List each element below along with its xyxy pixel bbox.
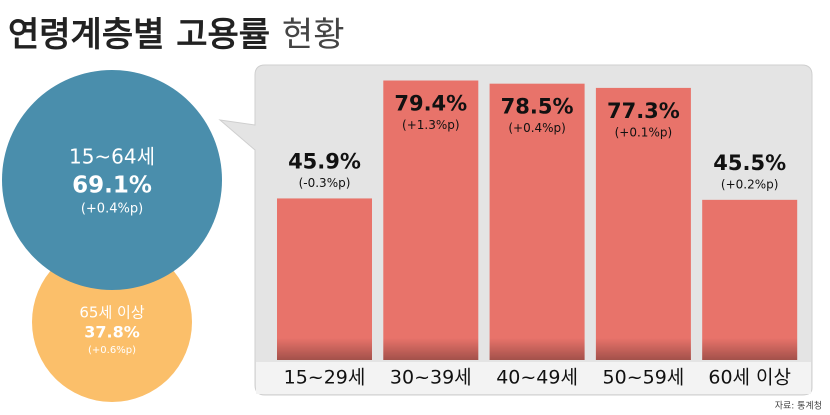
- category-label: 30~39세: [390, 367, 472, 389]
- change-label: (+0.2%p): [721, 177, 779, 191]
- category-label: 50~59세: [603, 367, 685, 389]
- bar-shadow: [595, 338, 691, 360]
- bar: [489, 83, 585, 361]
- value-label: 77.3%: [607, 99, 680, 123]
- category-label: 15~29세: [284, 367, 366, 389]
- bar-shadow: [277, 338, 372, 360]
- rate-label: 37.8%: [84, 323, 140, 342]
- group-label: 65세 이상: [79, 304, 144, 322]
- change-label: (+0.6%p): [88, 345, 136, 356]
- bar-shadow: [383, 338, 479, 360]
- change-label: (+0.4%p): [508, 121, 566, 135]
- bar-shadow: [702, 338, 798, 360]
- title: 연령계층별 고용률 현황: [8, 15, 344, 55]
- bar: [277, 198, 372, 360]
- change-label: (+0.4%p): [81, 202, 143, 217]
- bar-shadow: [489, 338, 585, 360]
- circle-15-64: [2, 70, 222, 290]
- value-label: 45.5%: [713, 151, 786, 175]
- category-label: 40~49세: [496, 367, 578, 389]
- bar: [383, 80, 479, 361]
- category-label: 60세 이상: [708, 367, 791, 389]
- change-label: (+0.1%p): [615, 125, 673, 139]
- bar: [702, 199, 798, 360]
- category-strip: [256, 362, 811, 394]
- value-label: 45.9%: [288, 149, 361, 173]
- source: 자료: 통계청: [775, 400, 822, 412]
- title-suffix: 현황: [282, 15, 345, 55]
- change-label: (-0.3%p): [299, 176, 351, 190]
- value-label: 79.4%: [394, 92, 467, 116]
- bar: [595, 87, 691, 361]
- value-label: 78.5%: [501, 95, 574, 119]
- group-label: 15~64세: [69, 145, 155, 169]
- change-label: (+1.3%p): [402, 118, 460, 132]
- title-main: 연령계층별 고용률: [8, 15, 270, 55]
- rate-label: 69.1%: [72, 173, 152, 199]
